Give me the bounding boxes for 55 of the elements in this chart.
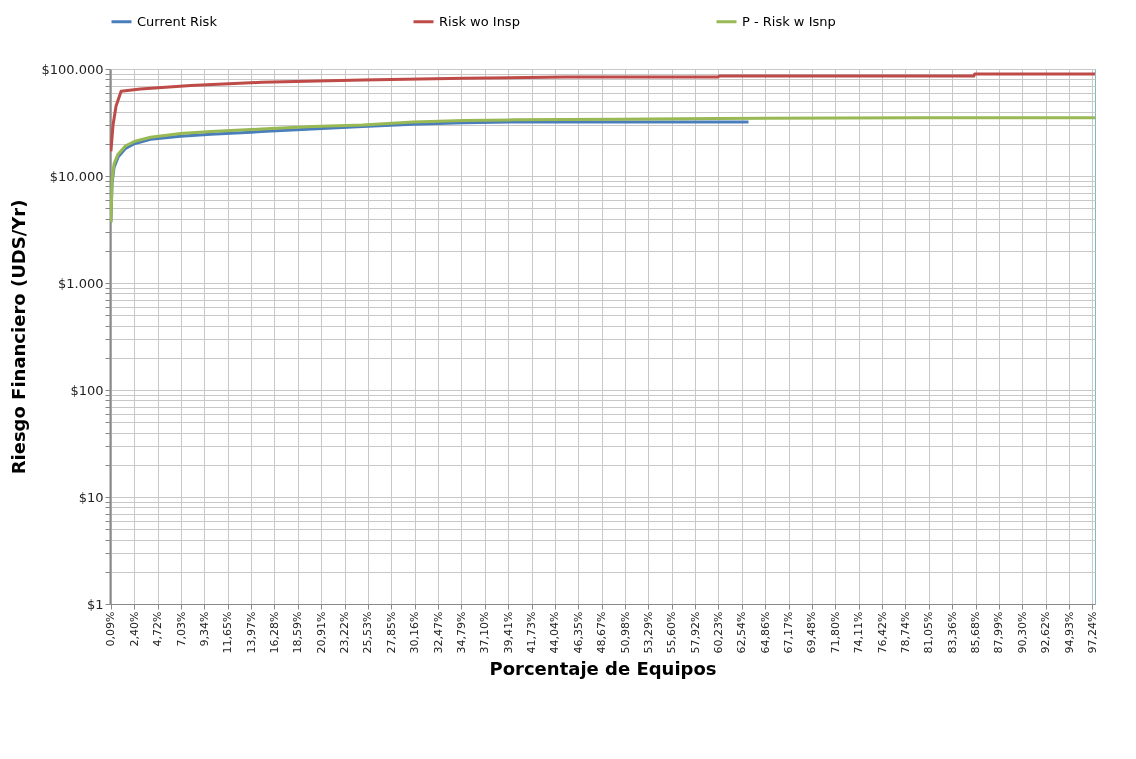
x-tick-label: 4,72% [151,611,165,647]
x-tick-label: 57,92% [688,611,702,654]
x-tick-label: 37,10% [478,611,492,654]
legend-label: Current Risk [137,13,218,29]
x-tick-label: 92,62% [1039,611,1053,654]
x-tick-label: 23,22% [338,611,352,654]
x-tick-label: 30,16% [408,611,422,654]
x-tick-label: 13,97% [244,611,258,654]
x-tick-label: 41,73% [525,611,539,654]
y-tick-label: $100.000 [41,61,104,77]
x-tick-label: 0,09% [104,611,118,647]
x-tick-label: 53,29% [641,611,655,654]
legend-label: P - Risk w Isnp [742,13,836,29]
x-tick-label: 11,65% [221,611,235,654]
x-tick-label: 20,91% [314,611,328,654]
x-tick-label: 55,60% [665,611,679,654]
x-tick-label: 97,24% [1085,611,1099,654]
x-tick-label: 74,11% [852,611,866,654]
x-tick-label: 81,05% [922,611,936,654]
x-tick-label: 83,36% [945,611,959,654]
x-tick-label: 34,79% [454,611,468,654]
y-axis-title: Riesgo Financiero (UDS/Yr) [8,199,30,475]
y-tick-label: $10 [78,489,104,505]
x-tick-label: 94,93% [1062,611,1076,654]
x-tick-label: 67,17% [782,611,796,654]
x-tick-label: 32,47% [431,611,445,654]
y-tick-label: $1.000 [58,275,104,291]
y-tick-label: $1 [86,596,104,612]
x-tick-label: 71,80% [828,611,842,654]
x-tick-label: 44,04% [548,611,562,654]
x-tick-label: 78,74% [898,611,912,654]
x-tick-label: 18,59% [291,611,305,654]
x-tick-label: 39,41% [501,611,515,654]
x-tick-label: 9,34% [197,611,211,647]
x-tick-label: 7,03% [174,611,188,647]
x-tick-label: 60,23% [711,611,725,654]
x-tick-label: 48,67% [595,611,609,654]
line-series [110,116,1095,224]
x-tick-label: 62,54% [735,611,749,654]
x-tick-label: 16,28% [267,611,281,654]
x-tick-label: 87,99% [992,611,1006,654]
x-tick-label: 90,30% [1015,611,1029,654]
x-tick-label: 46,35% [571,611,585,654]
y-tick-label: $100 [70,382,104,398]
x-tick-label: 2,40% [127,611,141,647]
x-axis-title: Porcentaje de Equipos [489,658,717,680]
x-tick-label: 64,86% [758,611,772,654]
y-tick-label: $10.000 [49,168,104,184]
x-tick-label: 69,48% [805,611,819,654]
x-tick-label: 27,85% [384,611,398,654]
x-tick-label: 25,53% [361,611,375,654]
x-tick-label: 85,68% [969,611,983,654]
x-tick-label: 76,42% [875,611,889,654]
x-tick-label: 50,98% [618,611,632,654]
legend-label: Risk wo Insp [439,13,520,29]
